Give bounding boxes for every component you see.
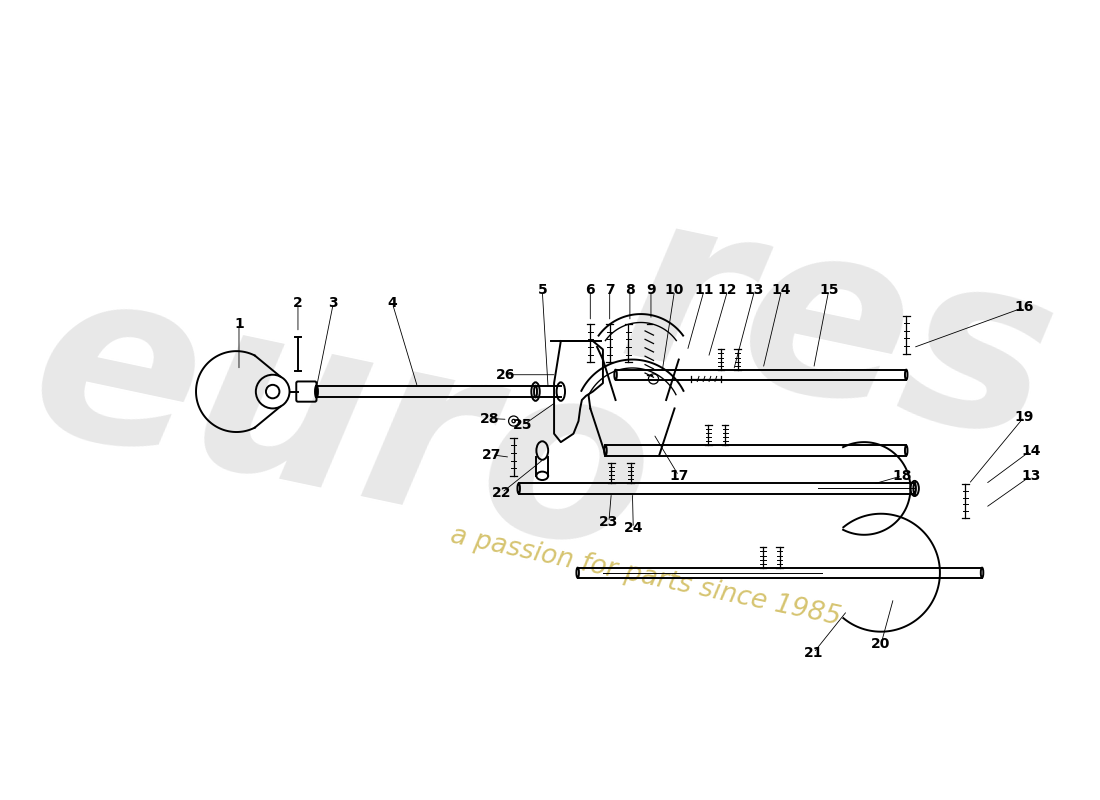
Text: 15: 15 <box>820 283 838 298</box>
Text: 4: 4 <box>387 296 397 310</box>
Text: 13: 13 <box>745 283 764 298</box>
Text: 1: 1 <box>234 317 244 331</box>
Text: 7: 7 <box>605 283 615 298</box>
Text: 6: 6 <box>585 283 595 298</box>
Text: res: res <box>604 173 1074 493</box>
Text: 26: 26 <box>496 368 516 382</box>
Text: 24: 24 <box>624 521 644 535</box>
Text: 3: 3 <box>329 296 338 310</box>
Text: 9: 9 <box>646 283 656 298</box>
Text: 19: 19 <box>1014 410 1034 424</box>
Text: 28: 28 <box>480 411 499 426</box>
Text: 8: 8 <box>625 283 635 298</box>
Text: 13: 13 <box>1021 469 1041 483</box>
Text: 12: 12 <box>718 283 737 298</box>
Text: 10: 10 <box>664 283 684 298</box>
Text: euro: euro <box>12 245 672 606</box>
Text: 16: 16 <box>1014 300 1034 314</box>
Text: a passion for parts since 1985: a passion for parts since 1985 <box>448 522 843 631</box>
Text: 5: 5 <box>538 283 547 298</box>
Text: 27: 27 <box>482 448 502 462</box>
Text: 25: 25 <box>514 418 532 432</box>
Text: 14: 14 <box>1021 443 1041 458</box>
Text: 23: 23 <box>600 515 618 529</box>
Text: 2: 2 <box>293 296 303 310</box>
Text: 14: 14 <box>772 283 791 298</box>
Text: 11: 11 <box>694 283 714 298</box>
Text: 17: 17 <box>669 469 689 483</box>
Text: 22: 22 <box>492 486 512 500</box>
Text: 20: 20 <box>871 638 891 651</box>
Text: 21: 21 <box>804 646 823 660</box>
Text: 18: 18 <box>892 469 912 483</box>
